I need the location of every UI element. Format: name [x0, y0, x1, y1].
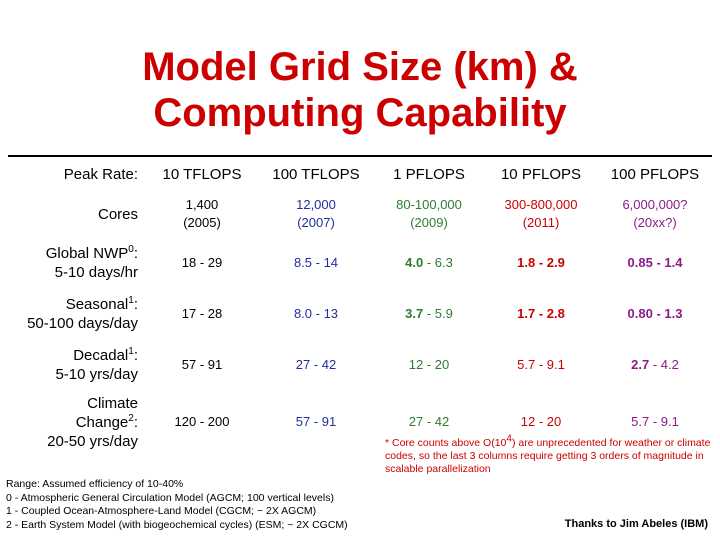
col-header-1: 10 TFLOPS	[162, 165, 242, 183]
slide-title: Model Grid Size (km) & Computing Capabil…	[0, 44, 720, 136]
value-cell: 3.7 - 5.9	[405, 306, 453, 321]
value-cell: 0.80 - 1.3	[627, 306, 683, 321]
title-line-1: Model Grid Size (km) &	[142, 45, 578, 89]
cores-cell-5: 6,000,000? (20xx?)	[622, 197, 688, 230]
table-row: Global NWP0: 5-10 days/hr 18 - 29 8.5 - …	[8, 237, 712, 289]
value-cell: 17 - 28	[181, 306, 223, 321]
value-cell: 2.7 - 4.2	[631, 357, 679, 372]
note-esm: 2 - Earth System Model (with biogeochemi…	[6, 518, 348, 531]
value-cell: 12 - 20	[520, 414, 562, 429]
value-cell: 5.7 - 9.1	[631, 414, 679, 429]
value-cell: 4.0 - 6.3	[405, 255, 453, 270]
value-cell: 8.5 - 14	[293, 255, 339, 270]
table-row: Seasonal1: 50-100 days/day 17 - 28 8.0 -…	[8, 289, 712, 339]
model-notes: Range: Assumed efficiency of 10-40% 0 - …	[6, 478, 348, 532]
cores-row: Cores 1,400 (2005) 12,000 (2007) 80-100,00…	[8, 191, 712, 237]
value-cell: 1.7 - 2.8	[517, 306, 565, 321]
note-range: Range: Assumed efficiency of 10-40%	[6, 478, 184, 490]
row-label-climate-change: Climate Change2: 20-50 yrs/day	[47, 394, 138, 450]
note-agcm: 0 - Atmospheric General Circulation Mode…	[6, 491, 334, 504]
value-cell: 27 - 42	[295, 357, 337, 372]
value-cell: 57 - 91	[295, 414, 337, 429]
value-cell: 27 - 42	[408, 414, 450, 429]
cores-label: Cores	[97, 205, 138, 223]
table-top-rule	[8, 155, 712, 157]
cores-cell-1: 1,400 (2005)	[183, 197, 221, 230]
table-row: Climate Change2: 20-50 yrs/day 120 - 200…	[8, 391, 712, 453]
row-label-decadal: Decadal1: 5-10 yrs/day	[55, 346, 138, 384]
value-cell: 18 - 29	[181, 255, 223, 270]
col-header-3: 1 PFLOPS	[393, 165, 465, 183]
cores-cell-3: 80-100,000 (2009)	[396, 197, 462, 230]
value-cell: 5.7 - 9.1	[517, 357, 565, 372]
value-cell: 120 - 200	[174, 414, 230, 429]
value-cell: 8.0 - 13	[293, 306, 339, 321]
grid-size-table: Peak Rate: 10 TFLOPS 100 TFLOPS 1 PFLOPS…	[8, 157, 712, 453]
row-label-global-nwp: Global NWP0: 5-10 days/hr	[45, 244, 138, 282]
value-cell: 57 - 91	[181, 357, 223, 372]
note-cgcm: 1 - Coupled Ocean-Atmosphere-Land Model …	[6, 505, 317, 517]
col-header-2: 100 TFLOPS	[272, 165, 360, 183]
peak-rate-label: Peak Rate:	[63, 165, 138, 183]
value-cell: 12 - 20	[408, 357, 450, 372]
value-cell: 1.8 - 2.9	[517, 255, 565, 270]
col-header-5: 100 PFLOPS	[610, 165, 700, 183]
cores-cell-4: 300-800,000 (2011)	[504, 197, 578, 230]
header-row: Peak Rate: 10 TFLOPS 100 TFLOPS 1 PFLOPS…	[8, 157, 712, 191]
core-count-footnote: * Core counts above O(104) are unprecede…	[385, 433, 711, 475]
value-cell: 0.85 - 1.4	[627, 255, 683, 270]
title-line-2: Computing Capability	[153, 91, 567, 135]
row-label-seasonal: Seasonal1: 50-100 days/day	[27, 295, 138, 333]
table-row: Decadal1: 5-10 yrs/day 57 - 91 27 - 42 1…	[8, 339, 712, 391]
credit-line: Thanks to Jim Abeles (IBM)	[564, 518, 708, 530]
col-header-4: 10 PFLOPS	[500, 165, 582, 183]
cores-cell-2: 12,000 (2007)	[296, 197, 336, 230]
